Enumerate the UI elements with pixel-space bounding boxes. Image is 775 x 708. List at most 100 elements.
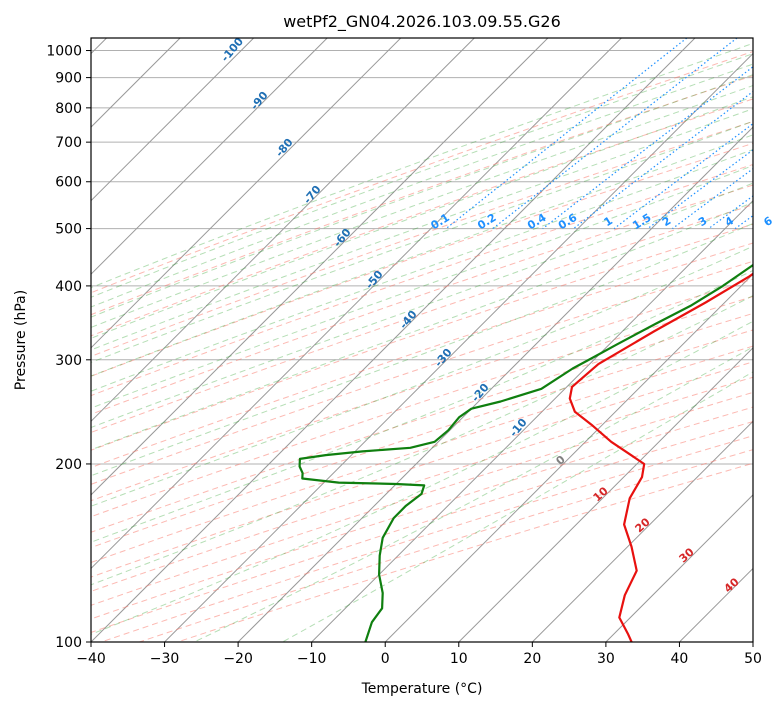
y-tick-label: 600 xyxy=(55,175,82,191)
x-tick-label: −20 xyxy=(223,651,253,667)
dry-adiabat-label: -40 xyxy=(397,308,420,332)
dry-adiabat xyxy=(91,50,753,294)
wet-adiabat-label: 40 xyxy=(722,575,742,595)
mixing-ratio-label: 2 xyxy=(660,214,673,229)
moist-adiabat xyxy=(91,96,753,339)
y-tick-label: 1000 xyxy=(46,44,82,60)
dry-adiabat xyxy=(91,163,753,397)
profile-lines xyxy=(298,263,753,642)
isotherm-line xyxy=(752,641,753,642)
moist-adiabat xyxy=(91,320,753,635)
y-tick-label: 200 xyxy=(55,457,82,473)
moist-adiabat xyxy=(91,222,753,477)
y-tick-label: 800 xyxy=(55,101,82,117)
dry-adiabat xyxy=(91,98,753,337)
dry-adiabat xyxy=(91,421,753,633)
dry-adiabat-label: -90 xyxy=(248,89,271,113)
dry-adiabat xyxy=(91,75,753,316)
dry-adiabat xyxy=(91,278,753,502)
y-tick-label: 500 xyxy=(55,222,82,238)
x-tick-label: 50 xyxy=(744,651,762,667)
mixing-ratio-label: 0.1 xyxy=(428,211,451,232)
isotherm-line xyxy=(91,38,549,496)
dry-adiabat xyxy=(91,361,753,578)
dry-adiabat-label: -10 xyxy=(507,416,530,440)
moist-adiabat xyxy=(91,63,753,308)
isotherm-line xyxy=(91,38,475,423)
dewpoint-profile-line xyxy=(298,263,753,642)
isotherm-line xyxy=(91,38,328,275)
moist-adiabat xyxy=(193,346,753,642)
background-lines xyxy=(91,38,753,642)
isotherm-line xyxy=(311,199,753,642)
x-axis: −40 −30 −20 −10 0 10 20 30 40 50 xyxy=(76,642,762,667)
isotherm-line xyxy=(384,273,753,642)
mixing-ratio-line xyxy=(573,90,753,230)
plot-frame xyxy=(90,37,754,643)
moist-adiabat xyxy=(91,53,753,298)
mixing-ratio-label: 0.2 xyxy=(475,211,498,232)
dry-adiabat xyxy=(91,376,753,592)
x-tick-label: 20 xyxy=(523,651,541,667)
dry-adiabat xyxy=(101,435,753,642)
x-axis-label: Temperature (°C) xyxy=(361,681,483,697)
wet-adiabat-label: 30 xyxy=(677,545,697,565)
isotherm-line xyxy=(164,52,753,642)
y-axis-label: Pressure (hPa) xyxy=(13,290,29,390)
x-tick-label: 40 xyxy=(671,651,689,667)
x-tick-label: −30 xyxy=(150,651,180,667)
wet-adiabat-label: 10 xyxy=(591,484,611,504)
x-tick-label: 10 xyxy=(450,651,468,667)
dry-adiabat xyxy=(91,142,753,377)
x-tick-label: 30 xyxy=(597,651,615,667)
dry-adiabat xyxy=(91,329,753,549)
dry-adiabat-label: -50 xyxy=(363,268,386,292)
y-tick-label: 700 xyxy=(55,135,82,151)
moist-adiabat xyxy=(91,108,753,351)
y-tick-label: 300 xyxy=(55,353,82,369)
wet-adiabat-label: 0 xyxy=(553,453,568,468)
isotherm-line xyxy=(91,38,402,349)
moist-adiabat xyxy=(91,201,753,451)
y-axis: 100 200 300 400 500 600 700 800 900 1000 xyxy=(46,44,91,651)
temperature-profile-line xyxy=(568,272,753,642)
y-tick-label: 400 xyxy=(55,279,82,295)
x-tick-label: −40 xyxy=(76,651,106,667)
dry-adiabat xyxy=(91,120,753,357)
mixing-ratio-line xyxy=(613,122,753,230)
isotherm-line xyxy=(458,347,753,642)
dry-adiabat-label: -20 xyxy=(469,381,492,405)
moist-adiabat xyxy=(91,74,753,318)
mixing-ratio-label: 6 xyxy=(761,214,775,229)
mixing-ratio-label: 3 xyxy=(696,214,709,229)
isotherm-line xyxy=(531,420,753,642)
y-tick-label: 900 xyxy=(55,71,82,87)
dry-adiabat xyxy=(91,223,753,451)
moist-adiabat xyxy=(91,295,753,586)
wet-adiabat-label: 20 xyxy=(633,515,653,535)
dry-adiabat xyxy=(91,242,753,469)
isotherm-line xyxy=(91,38,622,570)
dry-adiabat-label: -60 xyxy=(331,226,354,250)
dry-adiabat-label: -70 xyxy=(301,183,324,207)
mixing-ratio-line xyxy=(492,38,738,230)
moist-adiabat xyxy=(91,165,753,409)
x-tick-label: 0 xyxy=(381,651,390,667)
moist-adiabat xyxy=(91,182,753,429)
chart-title: wetPf2_GN04.2026.103.09.55.G26 xyxy=(283,12,561,32)
dry-adiabat xyxy=(91,184,753,415)
mixing-ratio-line xyxy=(672,168,753,230)
x-tick-label: −10 xyxy=(297,651,327,667)
isotherm-line xyxy=(91,38,696,642)
moist-adiabat xyxy=(91,245,753,507)
dry-adiabat-label: -80 xyxy=(273,136,296,160)
mixing-ratio-label: 4 xyxy=(723,214,737,229)
mixing-ratio-line xyxy=(734,214,753,230)
mixing-ratio-label: 1 xyxy=(602,214,615,229)
y-tick-label: 100 xyxy=(55,635,82,651)
moist-adiabat xyxy=(91,84,753,328)
isotherm-line xyxy=(605,494,753,642)
isotherm-line xyxy=(237,126,753,642)
